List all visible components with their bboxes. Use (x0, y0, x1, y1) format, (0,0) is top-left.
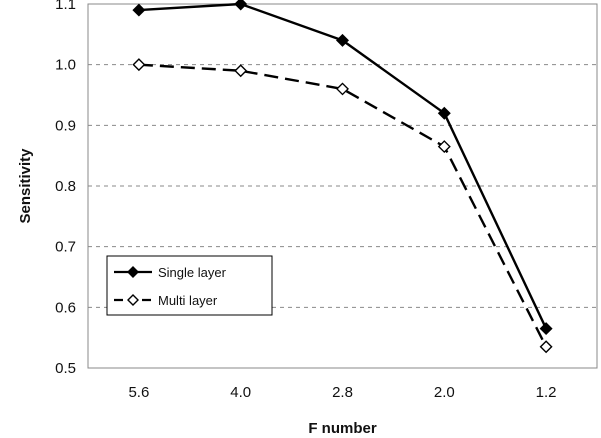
x-axis-tick-labels: 5.6 4.0 2.8 2.0 1.2 (128, 384, 556, 401)
y-axis-title: Sensitivity (17, 148, 34, 224)
y-tick-label: 0.5 (55, 360, 76, 377)
data-point-marker (437, 140, 451, 154)
series-lines (132, 0, 553, 354)
data-point-marker (336, 82, 349, 96)
y-tick-label: 0.6 (55, 299, 76, 316)
x-tick-label: 4.0 (230, 384, 251, 401)
legend-box (106, 255, 273, 316)
legend-entry: Multi layer (114, 293, 218, 308)
legend-entry: Single layer (114, 265, 227, 280)
x-tick-label: 2.0 (434, 384, 455, 401)
series-multi-layer (132, 58, 553, 354)
data-point-marker (539, 322, 553, 336)
plot-area-frame (87, 3, 598, 369)
y-tick-label: 0.9 (55, 117, 76, 134)
legend-label: Single layer (158, 265, 227, 280)
data-point-marker (127, 266, 139, 278)
series-single-layer (132, 0, 553, 336)
x-axis-title: F number (308, 420, 376, 437)
y-tick-label: 1.0 (55, 57, 76, 74)
legend-label: Multi layer (158, 293, 218, 308)
gridlines (88, 64, 597, 308)
series-line (138, 63, 548, 348)
data-point-marker (336, 33, 349, 47)
data-point-marker (132, 3, 146, 17)
legend-entries: Single layer Multi layer (114, 265, 227, 308)
legend: Single layer Multi layer (106, 255, 273, 316)
y-tick-label: 0.8 (55, 178, 76, 195)
y-tick-label: 1.1 (55, 0, 76, 13)
data-point-marker (539, 340, 553, 354)
data-point-marker (132, 58, 146, 72)
x-tick-label: 1.2 (536, 384, 557, 401)
y-axis-tick-labels: 0.5 0.6 0.7 0.8 0.9 1.0 1.1 (55, 0, 76, 377)
data-point-marker (127, 294, 139, 306)
x-tick-label: 2.8 (332, 384, 353, 401)
data-point-marker (234, 64, 248, 78)
x-tick-label: 5.6 (128, 384, 149, 401)
y-tick-label: 0.7 (55, 239, 76, 256)
data-point-marker (437, 106, 451, 120)
data-point-marker (234, 0, 248, 11)
